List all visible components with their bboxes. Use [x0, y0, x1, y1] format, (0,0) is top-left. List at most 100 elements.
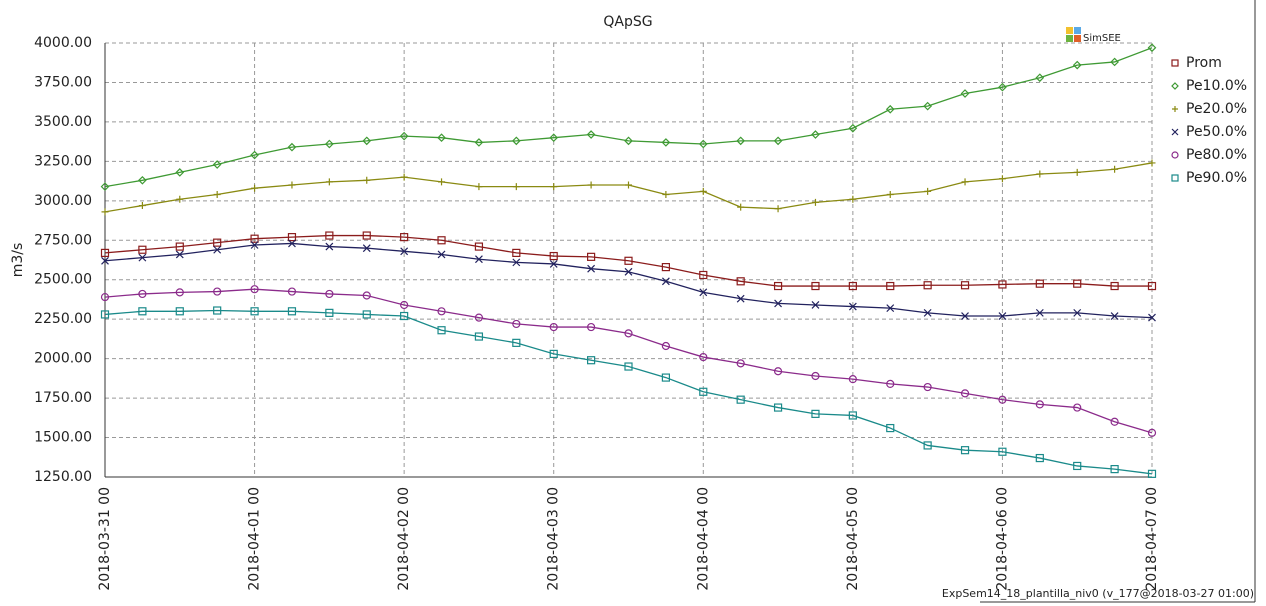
marker [100, 310, 110, 319]
marker [624, 267, 633, 276]
x-tick-label: 2018-03-31 00 [97, 487, 113, 591]
marker [512, 248, 521, 257]
marker [961, 312, 969, 320]
series-line [104, 309, 1153, 475]
marker [400, 173, 408, 181]
marker [400, 311, 409, 321]
marker [325, 178, 333, 186]
marker [1111, 165, 1119, 173]
marker [661, 373, 670, 382]
marker [1171, 174, 1179, 182]
marker [512, 183, 520, 191]
marker [437, 307, 446, 316]
marker [961, 178, 969, 186]
marker [1171, 151, 1179, 159]
marker [437, 326, 446, 335]
marker [138, 253, 147, 262]
x-tick-label: 2018-04-07 00 [1144, 487, 1160, 591]
marker [325, 242, 334, 251]
marker [923, 101, 932, 111]
y-tick-label: 2500.00 [34, 272, 92, 288]
y-axis-label: m3/s [10, 243, 26, 278]
marker [661, 138, 671, 147]
marker [960, 446, 970, 455]
marker [998, 447, 1007, 456]
marker [512, 319, 521, 329]
marker [362, 231, 371, 240]
marker [886, 379, 895, 388]
marker [1147, 281, 1157, 291]
marker [1035, 400, 1044, 409]
marker [250, 285, 259, 294]
marker [1073, 461, 1082, 471]
marker [699, 352, 708, 362]
marker [287, 307, 297, 316]
marker [1147, 469, 1157, 478]
marker [998, 175, 1006, 183]
marker [362, 244, 371, 253]
marker [1110, 465, 1119, 474]
marker [811, 198, 819, 206]
logo-icon [1074, 27, 1081, 34]
legend-label: Pe90.0% [1186, 170, 1247, 186]
marker [662, 191, 670, 199]
marker [587, 181, 595, 189]
marker [251, 184, 259, 192]
marker [624, 136, 633, 146]
marker [811, 281, 820, 291]
marker [101, 208, 109, 216]
x-tick-label: 2018-04-03 00 [546, 487, 562, 591]
marker [213, 191, 221, 199]
marker [587, 322, 596, 332]
marker [811, 130, 820, 139]
marker [1148, 159, 1156, 167]
marker [1171, 82, 1179, 90]
x-tick-label: 2018-04-01 00 [247, 487, 263, 591]
marker [1072, 60, 1082, 70]
marker [736, 395, 745, 404]
marker [774, 205, 782, 213]
marker [512, 338, 521, 347]
marker [288, 239, 296, 248]
marker [101, 256, 109, 265]
marker [549, 322, 558, 332]
marker [474, 138, 484, 147]
marker [550, 183, 558, 191]
marker [885, 104, 895, 114]
x-tick-label: 2018-04-05 00 [845, 487, 861, 591]
marker [1110, 57, 1119, 67]
marker [1073, 168, 1081, 176]
marker [699, 187, 707, 195]
marker [325, 139, 334, 149]
marker [213, 306, 222, 315]
marker [661, 263, 670, 272]
marker [848, 375, 857, 384]
marker [363, 176, 371, 184]
marker [661, 277, 670, 286]
marker [1172, 106, 1178, 112]
marker [1073, 403, 1082, 412]
marker [960, 89, 970, 98]
marker [549, 133, 559, 143]
marker [624, 362, 633, 371]
marker [737, 203, 745, 211]
marker [138, 307, 147, 316]
marker [923, 308, 932, 317]
marker [400, 300, 409, 310]
marker [511, 136, 521, 146]
marker [176, 195, 184, 203]
x-tick-label: 2018-04-06 00 [994, 487, 1010, 591]
marker [437, 133, 446, 143]
marker [474, 332, 484, 341]
marker [849, 195, 857, 203]
legend-label: Pe20.0% [1186, 101, 1247, 117]
marker [625, 181, 632, 189]
marker [586, 130, 596, 139]
marker [736, 294, 745, 303]
marker [960, 389, 970, 398]
legend-label: Pe80.0% [1186, 147, 1247, 163]
marker [923, 382, 932, 392]
marker [325, 289, 334, 299]
logo-icon [1066, 27, 1073, 34]
